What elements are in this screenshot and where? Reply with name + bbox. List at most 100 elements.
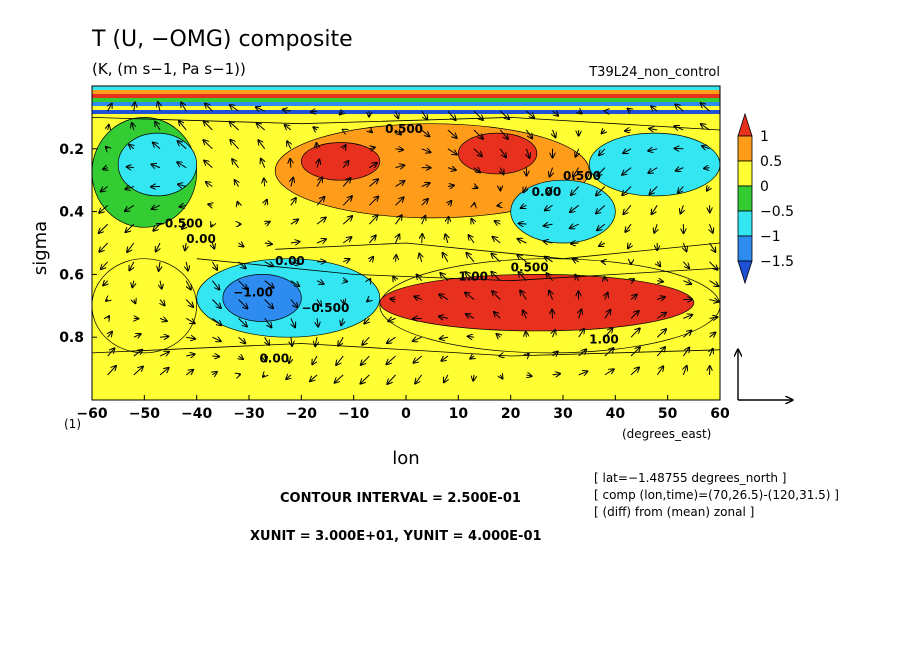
wind-vector [160, 280, 162, 289]
wind-vector [628, 109, 631, 112]
wind-vector [657, 281, 663, 282]
wind-vector [369, 197, 378, 206]
wind-vector [310, 374, 318, 381]
wind-vector [185, 299, 193, 307]
wind-vector [447, 168, 456, 170]
wind-vector [317, 299, 321, 306]
wind-vector [238, 280, 248, 289]
wind-vector [342, 196, 352, 206]
contour-label: 1.00 [458, 270, 488, 284]
contour-label: 0.00 [186, 232, 216, 246]
wind-vector [107, 366, 116, 376]
contour-line [275, 242, 720, 260]
wind-vector [526, 375, 531, 376]
wind-vector [417, 275, 423, 282]
wind-vector [395, 215, 402, 225]
wind-vector [473, 110, 483, 120]
x-tick-label: −50 [129, 406, 160, 422]
top-band [92, 94, 720, 98]
wind-vector [469, 235, 475, 244]
wind-vector [605, 293, 608, 300]
wind-vector [421, 199, 428, 206]
wind-vector [709, 317, 718, 318]
wind-vector [341, 318, 343, 325]
wind-vector [208, 204, 212, 205]
wind-vector [500, 375, 502, 379]
wind-vector [519, 223, 527, 224]
wind-vector [338, 336, 344, 346]
wind-vector [631, 279, 634, 281]
wind-vector [518, 272, 527, 282]
wind-vector [443, 253, 449, 263]
wind-vector [628, 243, 631, 248]
wind-vector [521, 205, 527, 208]
wind-vector [553, 352, 558, 357]
wind-vector [238, 336, 246, 343]
wind-vector [683, 281, 691, 284]
wind-vector [523, 311, 527, 319]
wind-vector [651, 106, 658, 111]
wind-vector [317, 318, 318, 326]
wind-vector [709, 280, 719, 287]
wind-vector [525, 129, 532, 138]
wind-vector [159, 336, 168, 337]
info-line: [ (diff) from (mean) zonal ] [594, 505, 754, 519]
wind-vector [524, 186, 527, 192]
x-tick-label: 60 [710, 406, 730, 422]
contour-label: 0.00 [532, 185, 562, 199]
wind-vector [422, 234, 423, 244]
wind-vector [388, 318, 396, 321]
field-region [92, 258, 198, 354]
colorbar-swatch [737, 235, 753, 262]
wind-vector [335, 374, 344, 383]
wind-vector [552, 310, 553, 319]
wind-vector [101, 261, 109, 269]
wind-vector [518, 239, 527, 243]
wind-vector [313, 127, 317, 130]
wind-vector [160, 299, 165, 306]
wind-vector [681, 205, 684, 213]
wind-vector [390, 299, 395, 300]
wind-vector [682, 261, 689, 268]
wind-vector [395, 165, 405, 167]
wind-vector [440, 273, 449, 282]
wind-vector [683, 366, 686, 376]
wind-vector [340, 111, 344, 114]
wind-vector [368, 236, 375, 244]
wind-vector [360, 374, 370, 384]
wind-vector [683, 242, 686, 251]
wind-vector [447, 129, 457, 138]
wind-vector [232, 159, 239, 168]
wind-vector [387, 374, 396, 384]
wind-vector [578, 371, 588, 375]
contour-label: 0.00 [259, 351, 289, 365]
wind-vector [491, 272, 501, 282]
wind-vector [630, 347, 640, 357]
wind-vector [579, 309, 582, 319]
wind-vector [649, 129, 658, 130]
wind-vector [395, 149, 404, 150]
wind-vector [500, 167, 503, 175]
wind-vector [648, 149, 658, 151]
wind-vector [544, 241, 553, 243]
wind-vector [315, 337, 317, 346]
y-tick-label: 0.2 [59, 142, 84, 158]
colorbar-top-triangle [737, 112, 753, 137]
wind-vector [473, 129, 483, 139]
wind-vector [630, 311, 639, 319]
contour-line [92, 343, 720, 357]
plot-area: 0.5000.001.00−0.5000.5000.00−1.00−0.5001… [91, 85, 721, 401]
y-tick-label: 0.6 [59, 267, 84, 283]
wind-vector [212, 317, 221, 325]
wind-vector [597, 223, 606, 230]
wind-vector [702, 146, 710, 149]
contour-label: −0.500 [155, 216, 203, 230]
colorbar-swatch [737, 185, 753, 212]
wind-vector [657, 262, 660, 266]
wind-vector [203, 140, 213, 150]
wind-vector [473, 168, 480, 173]
wind-vector [316, 281, 324, 284]
wind-vector [596, 204, 606, 213]
wind-vector [396, 255, 397, 262]
wind-vector [103, 281, 108, 286]
